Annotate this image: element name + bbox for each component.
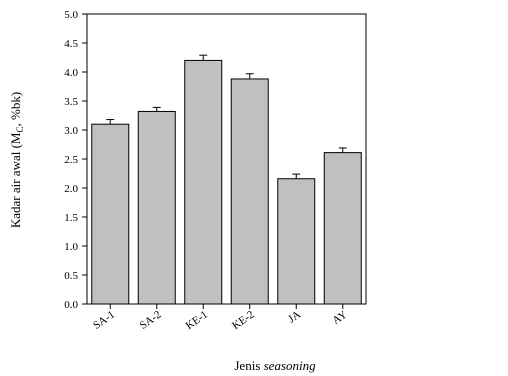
bar — [137, 110, 176, 305]
y-tick-label: 0.5 — [64, 270, 78, 282]
x-tick-label: KE-2 — [230, 309, 256, 332]
bar — [91, 123, 130, 305]
y-tick-label: 0.0 — [64, 299, 78, 311]
x-axis-title: Jenis seasoning — [234, 358, 316, 373]
x-tick-label: JA — [286, 309, 303, 326]
y-axis-title-main: Kadar air awal (M — [8, 132, 23, 228]
svg-text:Kadar air awal (MC, %bk): Kadar air awal (MC, %bk) — [8, 92, 25, 228]
bar — [277, 178, 316, 305]
bar — [184, 59, 223, 305]
x-tick-label: AY — [330, 309, 349, 327]
x-tick-label: SA-2 — [138, 309, 164, 332]
y-axis-title-end: , %bk) — [8, 92, 23, 127]
y-tick-label: 4.0 — [64, 67, 78, 79]
plot-area: 0.0 0.5 1.0 1.5 2.0 2.5 3.0 3.5 4.0 4.5 5.0 SA-1 SA-… — [64, 9, 367, 332]
y-axis-title-subscript: C — [15, 127, 25, 133]
bar — [323, 152, 362, 305]
y-tick-label: 2.5 — [64, 154, 78, 166]
x-tick-label: KE-1 — [184, 309, 210, 332]
y-tick-label: 1.0 — [64, 241, 78, 253]
y-tick-label: 3.0 — [64, 125, 78, 137]
y-tick-label: 3.5 — [64, 96, 78, 108]
x-axis-title-italic: seasoning — [264, 358, 317, 373]
y-tick-label: 1.5 — [64, 212, 78, 224]
x-tick-label: SA-1 — [91, 309, 117, 332]
bar — [230, 78, 269, 305]
y-tick-label: 5.0 — [64, 9, 78, 21]
y-tick-label: 2.0 — [64, 183, 78, 195]
y-tick-label: 4.5 — [64, 38, 78, 50]
x-axis-title-main: Jenis — [234, 358, 263, 373]
svg-text:Jenis seasoning: Jenis seasoning — [234, 358, 316, 373]
y-axis-title: Kadar air awal (MC, %bk) — [8, 92, 25, 228]
